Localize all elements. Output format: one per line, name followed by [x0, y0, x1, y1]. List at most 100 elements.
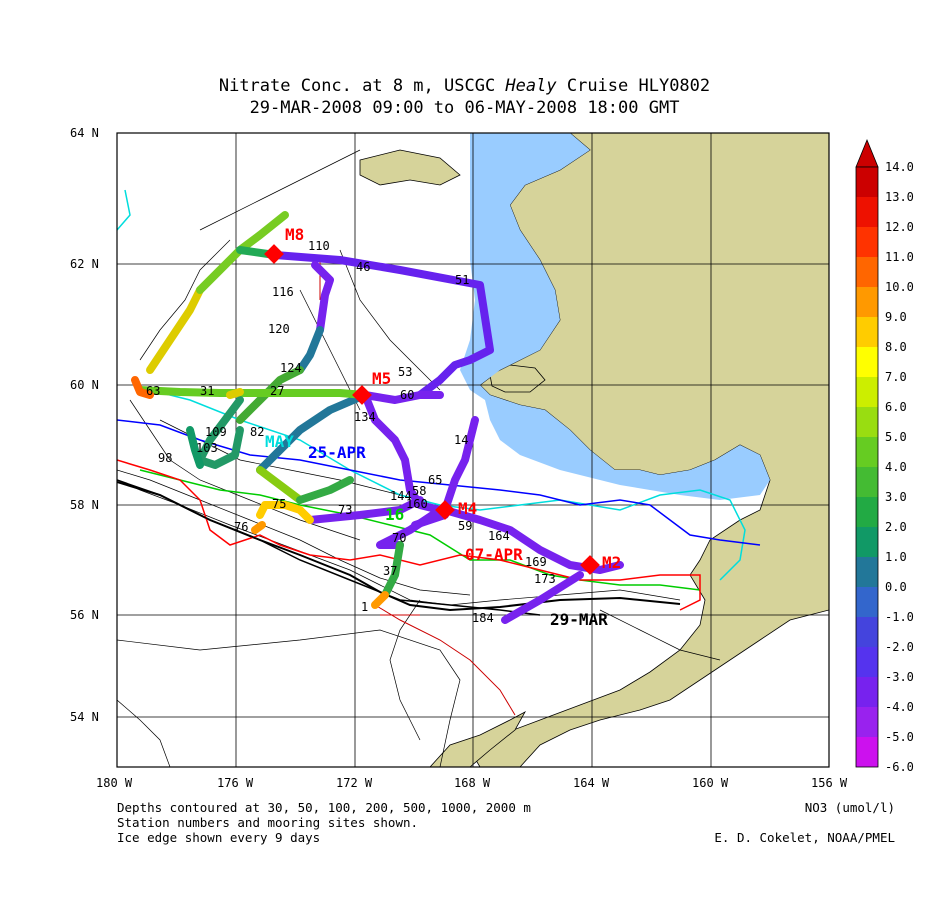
station-label: 73: [338, 503, 352, 517]
lat-label: 58 N: [70, 498, 99, 512]
station-label: 70: [392, 531, 406, 545]
mooring-marker: [435, 500, 455, 520]
colorbar-cell: [856, 527, 878, 557]
colorbar-cell: [856, 197, 878, 227]
lon-label: 160 W: [692, 776, 729, 790]
mooring-label: M5: [372, 369, 391, 388]
station-labels: 110 46 51 116 120 124 53 60 134 14 65 58…: [146, 239, 556, 625]
colorbar-tick: 13.0: [885, 190, 914, 204]
mooring-marker: [352, 385, 372, 405]
colorbar-tick: 10.0: [885, 280, 914, 294]
station-label: 60: [400, 388, 414, 402]
colorbar-tick: 8.0: [885, 340, 907, 354]
colorbar-ticks: 14.0 13.0 12.0 11.0 10.0 9.0 8.0 7.0 6.0…: [885, 160, 914, 774]
station-label: 51: [455, 273, 469, 287]
station-label: 37: [383, 564, 397, 578]
colorbar-tick: 3.0: [885, 490, 907, 504]
colorbar-tick: -4.0: [885, 700, 914, 714]
station-label: 46: [356, 260, 370, 274]
ice-edge-4: [117, 479, 541, 616]
station-label: 1: [361, 600, 368, 614]
lon-label: 168 W: [454, 776, 491, 790]
station-label: 98: [158, 451, 172, 465]
colorbar-cell: [856, 467, 878, 497]
ice-label-29-mar: 29-MAR: [550, 610, 608, 629]
title-line-2: 29-MAR-2008 09:00 to 06-MAY-2008 18:00 G…: [249, 98, 680, 118]
colorbar-cell: [856, 707, 878, 737]
map-frame: [116, 132, 830, 768]
colorbar-tick: 6.0: [885, 400, 907, 414]
station-label: 82: [250, 425, 264, 439]
lat-label: 56 N: [70, 608, 99, 622]
footer-ice: Ice edge shown every 9 days: [117, 830, 321, 845]
cruise-track: [131, 211, 624, 624]
colorbar-cell: [856, 737, 878, 767]
station-label: 173: [534, 572, 556, 586]
station-label: 53: [398, 365, 412, 379]
colorbar-tick: 9.0: [885, 310, 907, 324]
footer-depths: Depths contoured at 30, 50, 100, 200, 50…: [117, 800, 531, 815]
lon-label: 156 W: [811, 776, 848, 790]
lat-label: 54 N: [70, 710, 99, 724]
colorbar-cell: [856, 647, 878, 677]
station-label: 109: [205, 425, 227, 439]
moorings: M8 M5 M4 M2: [264, 225, 621, 575]
colorbar: 14.0 13.0 12.0 11.0 10.0 9.0 8.0 7.0 6.0…: [855, 138, 914, 774]
colorbar-tick: 14.0: [885, 160, 914, 174]
colorbar-cell: [856, 557, 878, 587]
title-line-1: Nitrate Conc. at 8 m, USCGC Healy Cruise…: [218, 76, 711, 96]
mooring-label: M8: [285, 225, 304, 244]
colorbar-tick: 4.0: [885, 460, 907, 474]
station-label: 120: [268, 322, 290, 336]
colorbar-cell: [856, 677, 878, 707]
colorbar-cell: [856, 257, 878, 287]
colorbar-cell: [856, 317, 878, 347]
station-label: 116: [272, 285, 294, 299]
ice-label-07-apr: 07-APR: [465, 545, 523, 564]
station-label: 110: [308, 239, 330, 253]
colorbar-tick: -3.0: [885, 670, 914, 684]
colorbar-cells: [856, 167, 878, 767]
lon-label: 180 W: [96, 776, 133, 790]
station-label: 31: [200, 384, 214, 398]
ice-label-may: MAY: [265, 432, 294, 451]
colorbar-units: NO3 (umol/l): [804, 800, 895, 815]
colorbar-arrow: [855, 138, 879, 168]
colorbar-tick: 1.0: [885, 550, 907, 564]
transit-track: [319, 255, 516, 716]
lon-label: 176 W: [217, 776, 254, 790]
colorbar-tick: 5.0: [885, 430, 907, 444]
colorbar-cell: [856, 227, 878, 257]
colorbar-tick: -2.0: [885, 640, 914, 654]
station-label: 14: [454, 433, 468, 447]
footer-credit: E. D. Cokelet, NOAA/PMEL: [714, 830, 895, 845]
lon-label: 164 W: [573, 776, 610, 790]
colorbar-tick: 7.0: [885, 370, 907, 384]
grid: [117, 133, 829, 767]
station-label: 160: [406, 497, 428, 511]
footer-stations: Station numbers and mooring sites shown.: [117, 815, 419, 830]
station-label: 27: [270, 384, 284, 398]
colorbar-tick: -5.0: [885, 730, 914, 744]
station-label: 134: [354, 410, 376, 424]
station-label: 144: [390, 489, 412, 503]
lat-label: 60 N: [70, 378, 99, 392]
colorbar-tick: 11.0: [885, 250, 914, 264]
lat-label: 64 N: [70, 126, 99, 140]
footer-right: NO3 (umol/l) E. D. Cokelet, NOAA/PMEL: [714, 800, 895, 845]
station-label: 184: [472, 611, 494, 625]
station-label: 63: [146, 384, 160, 398]
mooring-marker: [580, 555, 600, 575]
lon-label: 172 W: [336, 776, 373, 790]
station-label: 65: [428, 473, 442, 487]
mooring-label: M4: [458, 499, 477, 518]
ice-edge-3: [117, 459, 701, 611]
colorbar-cell: [856, 407, 878, 437]
footer-notes: Depths contoured at 30, 50, 100, 200, 50…: [117, 800, 531, 845]
colorbar-cell: [856, 587, 878, 617]
colorbar-tick: 0.0: [885, 580, 907, 594]
station-label: 164: [488, 529, 510, 543]
colorbar-cell: [856, 347, 878, 377]
colorbar-frame: [855, 166, 879, 768]
